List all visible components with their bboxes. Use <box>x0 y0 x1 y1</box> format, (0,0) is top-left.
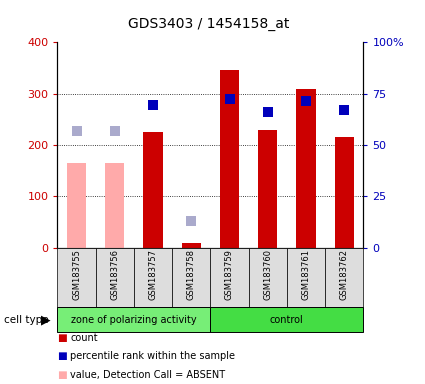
Text: cell type: cell type <box>4 314 49 325</box>
Text: control: control <box>270 314 304 325</box>
Bar <box>258 129 277 248</box>
Bar <box>335 137 354 248</box>
Text: GSM183757: GSM183757 <box>148 250 158 300</box>
Text: GSM183755: GSM183755 <box>72 250 81 300</box>
Bar <box>181 243 201 248</box>
Text: GSM183758: GSM183758 <box>187 250 196 300</box>
Text: GSM183759: GSM183759 <box>225 250 234 300</box>
Text: GDS3403 / 1454158_at: GDS3403 / 1454158_at <box>128 17 289 31</box>
Text: zone of polarizing activity: zone of polarizing activity <box>71 314 197 325</box>
Bar <box>220 71 239 248</box>
Text: ■: ■ <box>57 370 66 380</box>
Text: GSM183756: GSM183756 <box>110 250 119 300</box>
Bar <box>67 163 86 248</box>
Text: ■: ■ <box>57 351 66 361</box>
Text: percentile rank within the sample: percentile rank within the sample <box>70 351 235 361</box>
Bar <box>210 307 363 332</box>
Text: GSM183760: GSM183760 <box>263 250 272 300</box>
Bar <box>57 248 96 307</box>
Bar <box>210 248 249 307</box>
Bar <box>249 248 287 307</box>
Bar <box>96 248 134 307</box>
Bar <box>105 163 124 248</box>
Bar <box>134 248 172 307</box>
Text: value, Detection Call = ABSENT: value, Detection Call = ABSENT <box>70 370 225 380</box>
Text: GSM183761: GSM183761 <box>301 250 311 300</box>
Text: GSM183762: GSM183762 <box>340 250 349 300</box>
Text: ■: ■ <box>57 333 66 343</box>
Bar <box>143 132 162 248</box>
Bar <box>287 248 325 307</box>
Bar <box>172 248 210 307</box>
Bar <box>296 89 315 248</box>
Bar <box>325 248 363 307</box>
Text: ▶: ▶ <box>41 313 51 326</box>
Text: count: count <box>70 333 98 343</box>
Bar <box>57 307 210 332</box>
